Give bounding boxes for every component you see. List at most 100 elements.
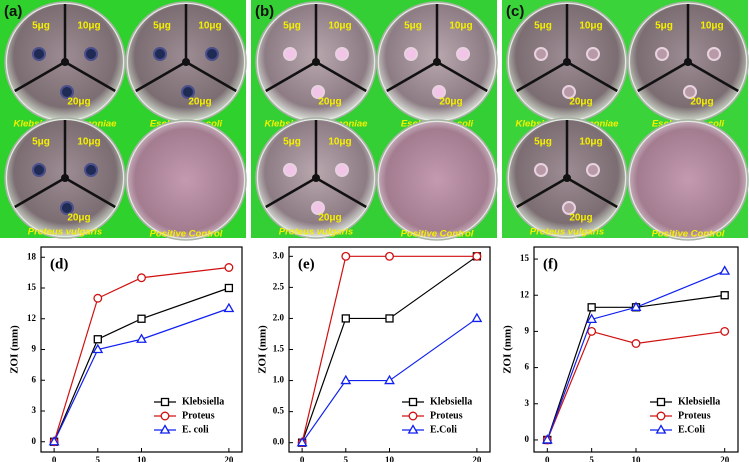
panel-label: (f) [543,256,558,272]
center-dot [182,58,190,66]
marker [587,326,597,336]
series-line [301,255,477,443]
center-dot [684,58,692,66]
marker [137,273,146,283]
dose-label: 10μg [77,21,100,32]
well [562,85,576,99]
dose-label: 20μg [318,213,341,224]
panel-label: (d) [50,256,68,272]
dose-label: 20μg [318,97,341,108]
divider [265,60,317,93]
dose-label: 10μg [328,137,351,148]
legend-label: Proteus [430,410,463,421]
well [534,47,548,61]
well [683,85,697,99]
dose-label: 20μg [188,97,211,108]
center-dot [61,58,69,66]
legend-label: Proteus [678,410,711,421]
divider [315,176,367,209]
marker [656,411,666,421]
series-line [53,266,229,442]
dose-label: 20μg [67,97,90,108]
marker [586,313,598,324]
dish-caption: Proteus vulgaris [279,227,353,238]
well [181,85,195,99]
dose-label: 10μg [700,21,723,32]
center-dot [563,58,571,66]
marker [471,312,483,323]
y-tick-label: 9 [525,325,530,335]
dish-caption: Proteus vulgaris [28,227,102,238]
y-tick-label: 0 [32,436,37,446]
divider [185,60,237,93]
well [335,163,349,177]
divider [315,60,367,93]
well [335,47,349,61]
y-tick-label: 12 [520,289,530,299]
center-dot [312,174,320,182]
series-line [301,255,478,443]
marker [631,339,641,348]
marker [223,302,235,313]
legend-label: Klebsiella [430,396,472,407]
y-tick-label: 15 [520,253,530,263]
marker [136,333,147,343]
dish-caption: Positive Control [401,229,474,240]
dose-label: 20μg [569,97,592,108]
divider [436,60,488,93]
divider [637,60,689,93]
divider [566,60,618,93]
y-axis-title: ZOI (mm) [502,325,514,374]
marker [720,326,730,336]
dose-label: 10μg [77,137,100,148]
center-dot [312,58,320,66]
y-tick-label: 0.5 [273,406,285,416]
divider [64,60,116,93]
well [707,47,721,61]
marker [472,251,482,261]
marker [719,265,731,275]
marker [160,411,170,421]
marker [630,301,642,311]
marker [160,397,170,407]
well [586,47,600,61]
legend-label: Klebsiella [678,396,720,407]
series-line [301,317,478,444]
divider [566,176,618,209]
marker [408,411,418,421]
dose-label: 5μg [283,21,301,32]
agar [128,122,244,238]
dose-label: 10μg [198,21,221,32]
divider [135,60,187,93]
well [84,163,98,177]
dose-label: 20μg [690,97,713,108]
series-line [546,270,725,441]
marker [385,251,394,261]
marker [224,283,234,293]
y-tick-label: 15 [27,282,37,292]
marker [159,424,171,434]
series-line [546,330,725,441]
well [84,47,98,61]
x-tick-label: 0 [545,455,550,462]
divider [14,60,66,93]
y-tick-label: 6 [32,374,37,384]
y-tick-label: 1.0 [273,375,285,385]
dose-label: 10μg [449,21,472,32]
well [534,163,548,177]
legend-label: Proteus [182,410,215,421]
dose-label: 5μg [32,137,50,148]
legend-label: E.Coli [678,424,705,435]
dose-label: 20μg [67,213,90,224]
marker [385,314,394,323]
well [311,201,325,215]
dish-caption: Positive Control [150,229,223,240]
agar [630,122,746,238]
x-tick-label: 20 [472,455,482,462]
dose-label: 5μg [655,21,673,32]
agar [379,122,495,238]
center-dot [433,58,441,66]
center-dot [61,174,69,182]
dish-caption: Positive Control [652,229,725,240]
y-tick-label: 0.0 [273,437,285,447]
